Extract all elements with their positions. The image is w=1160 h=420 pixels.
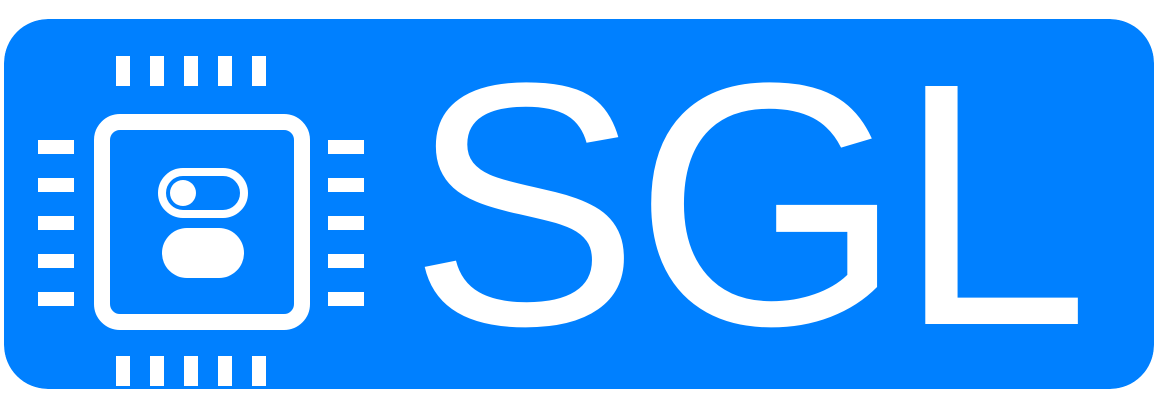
logo-background [4, 19, 1154, 389]
wordmark-text: SGL [409, 19, 1089, 389]
logo-badge: SGL [4, 19, 1154, 389]
microchip-toggle-icon [38, 56, 364, 386]
